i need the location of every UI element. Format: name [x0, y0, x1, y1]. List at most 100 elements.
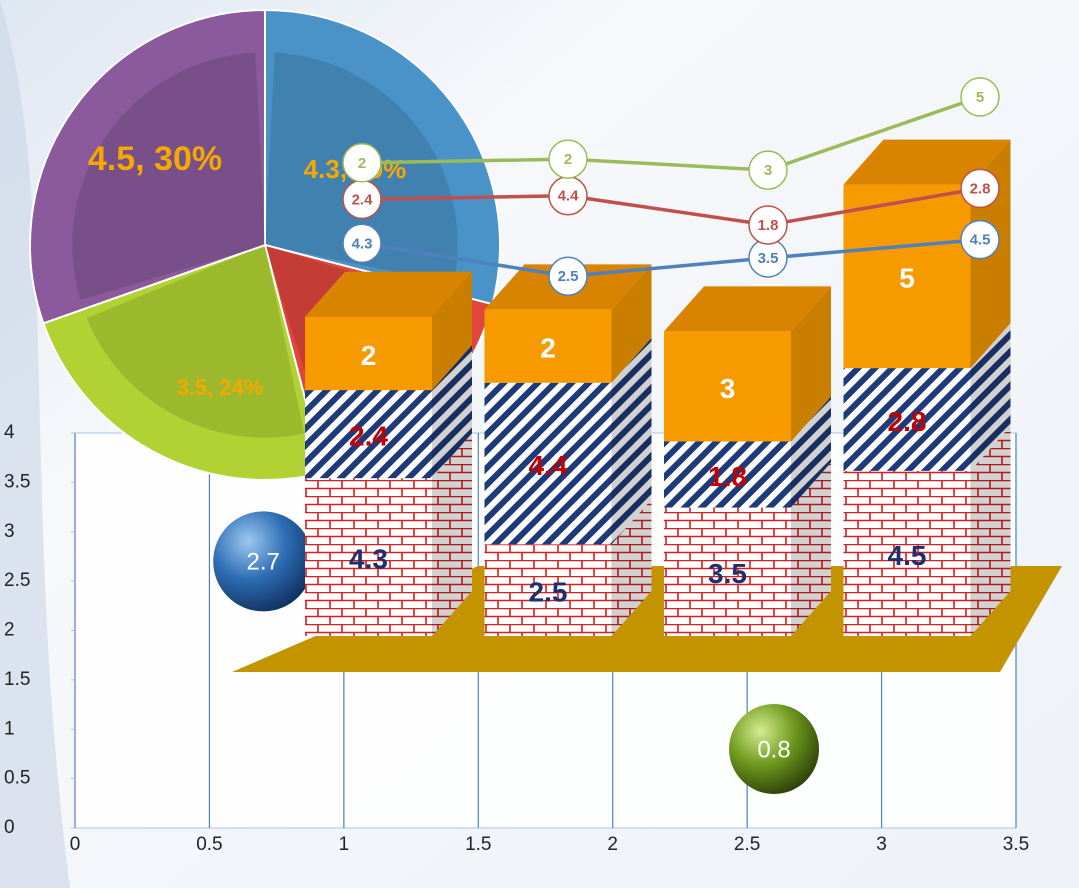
bar [843, 184, 971, 369]
bar-side-shade [970, 323, 1011, 471]
line [361, 186, 981, 227]
line-label-bg [342, 223, 382, 264]
bar-side-shade [791, 396, 831, 508]
bar-value-label: 2 [540, 332, 556, 363]
bubble [729, 704, 820, 794]
x-tick-label: 0 [70, 834, 81, 855]
line-value-label: 2.5 [558, 268, 579, 285]
bar [305, 316, 432, 391]
line [361, 95, 981, 172]
bubble-label: 2.7 [247, 549, 280, 576]
line-label-bg [342, 143, 382, 183]
bar-side-shade [432, 433, 472, 636]
line-value-label: 1.8 [758, 217, 779, 234]
bar-value-label: 2.4 [349, 421, 388, 452]
line-label-bg [748, 205, 788, 245]
bar [484, 382, 612, 545]
bar-value-label: 3.5 [708, 558, 747, 589]
x-tick-label: 3 [876, 834, 887, 855]
bar-top [664, 286, 831, 332]
line-label-bg [960, 77, 1000, 117]
bar-side-shade [791, 462, 831, 636]
x-tick-label: 2.5 [734, 834, 760, 855]
bar-value-label: 1.8 [708, 461, 747, 492]
line-label-bg [548, 256, 588, 296]
bar [843, 368, 971, 471]
pie-slice [42, 243, 326, 481]
bar-side [791, 462, 831, 636]
background-wave [0, 0, 70, 888]
pie-slice [264, 8, 501, 306]
x-tick-label: 1 [339, 834, 350, 855]
line [361, 237, 981, 279]
pie-bevel [86, 245, 305, 438]
y-tick-label: 4 [4, 422, 15, 443]
bar [484, 309, 612, 383]
bar-side-shade [611, 264, 652, 383]
bar-value-label: 4.3 [349, 543, 388, 574]
line-value-label: 2.8 [970, 180, 991, 197]
line-value-label: 4.4 [558, 188, 580, 205]
bar [664, 507, 791, 636]
bar-side [432, 271, 472, 391]
bar-side-shade [432, 271, 472, 391]
line-value-label: 2 [564, 151, 572, 168]
y-tick-label: 2 [4, 620, 15, 641]
pie-slice [29, 8, 266, 325]
line-label-bg [748, 150, 788, 190]
bubble-label: 0.8 [757, 736, 790, 763]
bar-side-shade [432, 345, 472, 479]
line-label-bg [960, 219, 1000, 260]
y-tick-label: 1 [4, 718, 15, 739]
x-tick-label: 3.5 [1003, 834, 1029, 855]
y-tick-label: 0 [4, 817, 15, 838]
bar-side [432, 433, 472, 636]
line-value-label: 2.4 [352, 191, 374, 208]
line-label-bg [960, 168, 1000, 209]
bar [843, 470, 971, 636]
bar-side [611, 337, 652, 545]
x-tick-label: 1.5 [465, 834, 491, 855]
y-tick-label: 1.5 [4, 669, 30, 690]
pie-label: 4.5, 30% [87, 140, 223, 178]
line-value-label: 3 [764, 162, 772, 179]
pie-label-box: 4.5, 30% [87, 140, 223, 178]
bar-side [970, 323, 1011, 471]
line-value-label: 5 [976, 89, 984, 106]
y-tick-label: 3 [4, 521, 15, 542]
pie-label-box: 3.5, 24% [176, 375, 264, 400]
bar [484, 544, 612, 636]
bar-side [791, 396, 831, 508]
bar-value-label: 2 [361, 340, 377, 371]
bar-value-label: 4.4 [529, 450, 568, 481]
x-tick-label: 2 [607, 834, 618, 855]
bar-top [305, 271, 472, 317]
bar-value-label: 4.5 [888, 540, 927, 571]
line-value-label: 4.5 [970, 232, 991, 249]
bar-side-shade [791, 286, 831, 442]
line-value-label: 2 [358, 155, 366, 172]
bubble [213, 511, 314, 612]
x-tick-label: 0.5 [196, 834, 222, 855]
pie-label: 3.5, 24% [176, 375, 264, 400]
bar-side-shade [611, 337, 652, 545]
line-value-label: 3.5 [758, 250, 779, 267]
bar [664, 331, 791, 442]
y-tick-label: 3.5 [4, 471, 30, 492]
bar-side [611, 264, 652, 383]
bar [305, 390, 432, 479]
bar [664, 441, 791, 508]
y-tick-label: 0.5 [4, 768, 30, 789]
bar-side [970, 425, 1011, 636]
line-label-bg [548, 139, 588, 179]
pie-bevel [72, 52, 265, 301]
bar-value-label: 2.8 [888, 406, 927, 437]
bar-side [432, 345, 472, 479]
bar-value-label: 5 [899, 263, 915, 294]
line-value-label: 4.3 [352, 235, 373, 252]
bar-value-label: 2.5 [529, 577, 568, 608]
y-tick-label: 2.5 [4, 570, 30, 591]
bar-side-shade [970, 425, 1011, 636]
bar-side-shade [611, 499, 652, 636]
